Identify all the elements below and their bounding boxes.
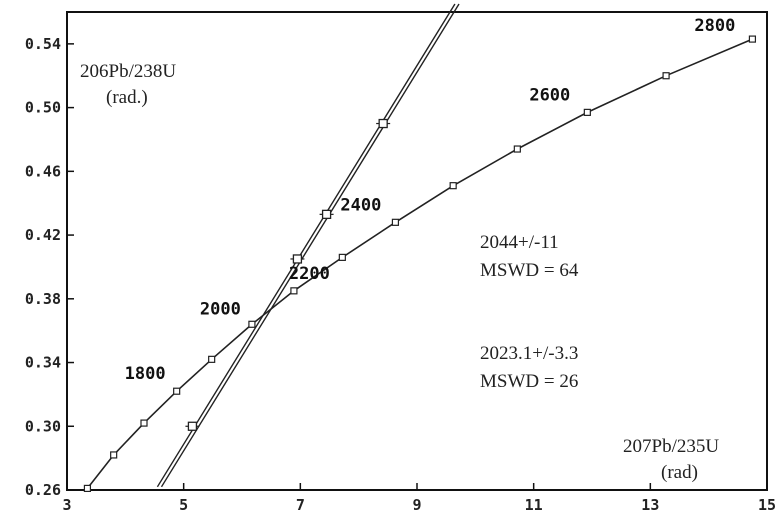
age-label: 2400 xyxy=(340,195,381,215)
concordia-tick-mark xyxy=(391,218,400,226)
x-tick-label: 3 xyxy=(62,496,71,514)
y-tick-label: 0.30 xyxy=(25,417,61,435)
concordia-tick-mark xyxy=(140,419,148,427)
discordia-line xyxy=(160,3,460,488)
age-label: 2200 xyxy=(289,264,330,284)
annotation-mswd-2: MSWD = 26 xyxy=(480,371,578,392)
age-label: 1800 xyxy=(125,364,166,384)
discordia-lines xyxy=(156,3,460,488)
y-tick-label: 0.50 xyxy=(25,99,61,117)
plot-area xyxy=(66,11,768,491)
y-tick-label: 0.38 xyxy=(25,290,61,308)
y-tick-label: 0.54 xyxy=(25,35,61,53)
y-axis-label: 206Pb/238U xyxy=(80,61,176,82)
concordia-tick-mark xyxy=(208,355,216,363)
y-axis-label-sub: (rad.) xyxy=(106,87,148,108)
age-label: 2800 xyxy=(694,16,735,36)
y-tick-label: 0.34 xyxy=(25,354,61,372)
age-label: 2000 xyxy=(200,299,241,319)
y-tick-label: 0.46 xyxy=(25,162,61,180)
concordia-tick-mark xyxy=(513,145,521,153)
concordia-tick-mark xyxy=(83,484,92,493)
concordia-line xyxy=(86,38,753,489)
x-tick-label: 15 xyxy=(758,496,776,514)
x-axis: 3 5 7 9 11 13 15 xyxy=(62,483,776,514)
x-tick-label: 13 xyxy=(641,496,659,514)
concordia-tick-mark xyxy=(583,108,591,116)
annotation-mswd-1: MSWD = 64 xyxy=(480,260,579,281)
concordia-tick-mark xyxy=(449,182,457,190)
x-tick-label: 11 xyxy=(525,496,543,514)
age-labels: 1800 2000 2200 2400 2600 2800 xyxy=(125,16,736,384)
x-tick-label: 5 xyxy=(179,496,188,514)
concordia-tick-mark xyxy=(662,72,670,80)
analysis-point xyxy=(378,118,388,129)
concordia-tick-mark xyxy=(110,451,118,459)
y-axis: 0.26 0.30 0.34 0.38 0.42 0.46 0.50 0.54 xyxy=(25,35,74,499)
y-tick-label: 0.26 xyxy=(25,481,61,499)
analysis-point xyxy=(321,209,332,220)
analysis-point xyxy=(292,254,303,264)
concordia-curve xyxy=(83,35,757,493)
analysis-points xyxy=(185,118,391,431)
y-tick-label: 0.42 xyxy=(25,226,61,244)
annotation-age-2: 2023.1+/-3.3 xyxy=(480,343,578,364)
x-axis-label: 207Pb/235U xyxy=(623,436,719,457)
discordia-line xyxy=(156,3,456,488)
annotation-age-1: 2044+/-11 xyxy=(480,232,559,253)
concordia-tick-mark xyxy=(290,287,298,295)
x-tick-label: 9 xyxy=(412,496,421,514)
x-tick-label: 7 xyxy=(296,496,305,514)
concordia-tick-mark xyxy=(338,253,346,261)
age-label: 2600 xyxy=(529,85,570,105)
concordia-tick-mark xyxy=(173,387,181,395)
concordia-tick-mark xyxy=(748,35,757,43)
analysis-point xyxy=(187,421,198,431)
x-axis-label-sub: (rad) xyxy=(661,462,698,483)
concordia-tick-mark xyxy=(248,320,256,328)
